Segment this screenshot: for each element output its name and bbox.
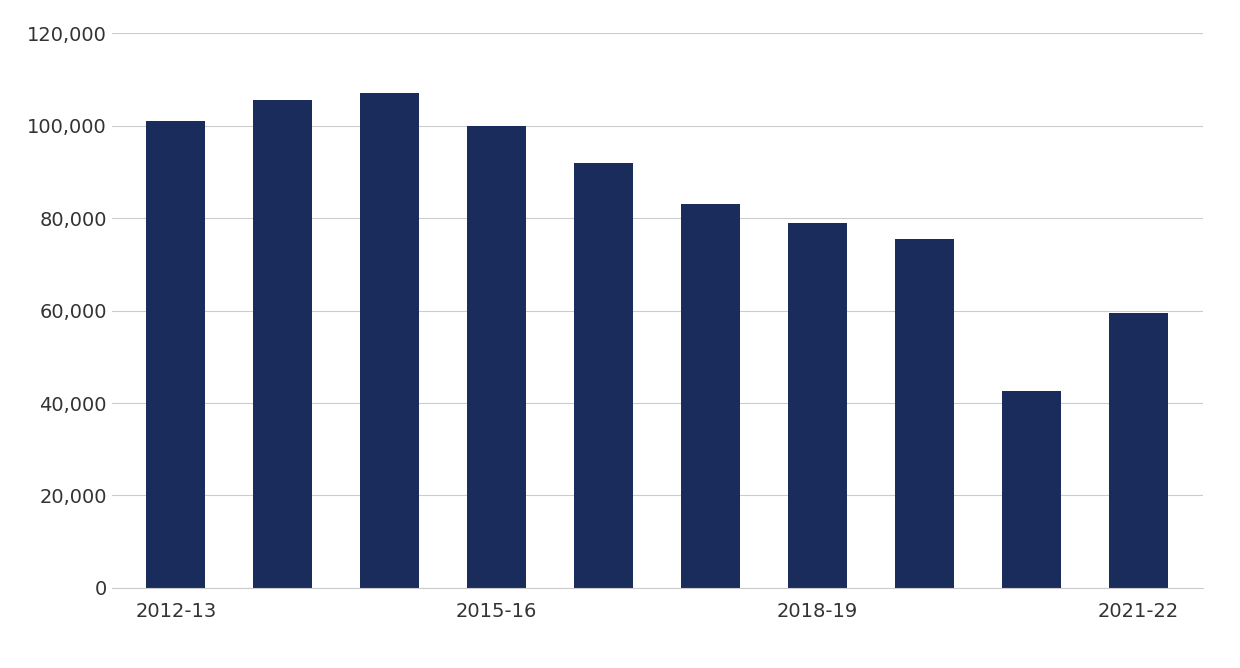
Bar <box>467 126 526 588</box>
Bar <box>574 163 634 588</box>
Bar <box>253 100 312 588</box>
Bar <box>789 223 847 588</box>
Bar <box>1110 313 1168 588</box>
Bar <box>1002 391 1061 588</box>
Bar <box>681 204 740 588</box>
Bar <box>895 239 954 588</box>
Bar <box>361 94 419 588</box>
Bar <box>146 121 205 588</box>
